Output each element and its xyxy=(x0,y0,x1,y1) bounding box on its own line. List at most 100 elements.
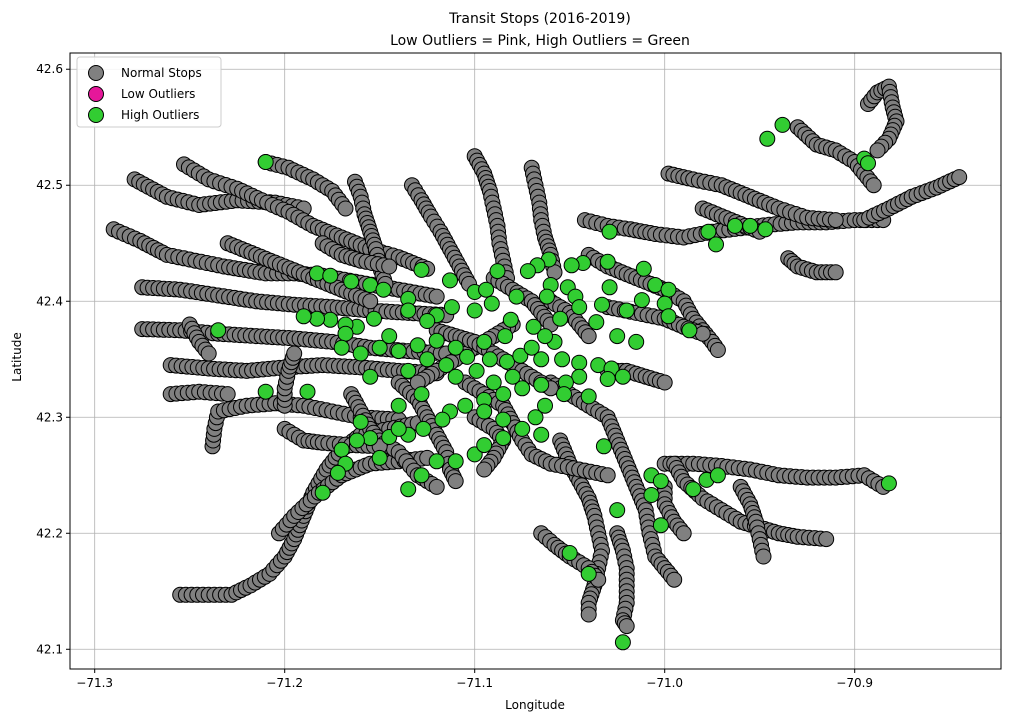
high-outlier-point xyxy=(371,449,388,466)
high-outlier-point xyxy=(400,362,417,379)
high-outlier-point xyxy=(628,333,645,350)
normal-stop-point xyxy=(599,467,616,484)
high-outlier-point xyxy=(434,411,451,428)
high-outlier-point xyxy=(443,299,460,316)
high-outlier-point xyxy=(497,328,514,345)
normal-stop-point xyxy=(827,212,844,229)
high-outlier-point xyxy=(552,310,569,327)
high-outlier-point xyxy=(774,116,791,133)
legend-marker-normal xyxy=(88,65,104,81)
high-outlier-point xyxy=(512,347,529,364)
high-outlier-point xyxy=(362,277,379,293)
x-axis-label: Longitude xyxy=(505,698,565,712)
high-outlier-point xyxy=(681,322,698,339)
high-outlier-point xyxy=(652,517,669,534)
high-outlier-point xyxy=(329,464,346,481)
high-outlier-point xyxy=(489,263,506,280)
high-outlier-point xyxy=(495,430,512,447)
high-outlier-point xyxy=(419,313,436,329)
high-outlier-point xyxy=(413,467,430,484)
high-outlier-point xyxy=(348,432,365,449)
high-outlier-point xyxy=(362,430,379,447)
high-outlier-point xyxy=(571,299,588,316)
high-outlier-point xyxy=(483,295,500,312)
normal-stop-point xyxy=(447,473,464,490)
high-outlier-point xyxy=(700,223,717,240)
high-outlier-point xyxy=(381,328,398,345)
high-outlier-point xyxy=(485,374,502,391)
high-outlier-point xyxy=(556,386,572,403)
high-outlier-point xyxy=(257,154,274,170)
x-tick-label: −71.3 xyxy=(76,676,113,690)
high-outlier-point xyxy=(614,368,631,385)
high-outlier-point xyxy=(442,272,458,289)
high-outlier-point xyxy=(210,322,227,339)
normal-stop-point xyxy=(869,142,886,159)
high-outlier-point xyxy=(571,354,588,371)
high-outlier-point xyxy=(447,368,464,385)
high-outlier-point xyxy=(561,545,578,561)
high-outlier-point xyxy=(419,351,436,368)
high-outlier-point xyxy=(466,302,483,319)
high-outlier-point xyxy=(580,388,597,405)
high-outlier-point xyxy=(333,441,350,458)
high-outlier-point xyxy=(322,311,339,328)
normal-stop-point xyxy=(580,328,597,345)
high-outlier-point xyxy=(413,386,430,403)
high-outlier-point xyxy=(709,467,726,484)
legend-label-high: High Outliers xyxy=(121,108,199,122)
high-outlier-point xyxy=(588,314,605,331)
high-outlier-point xyxy=(299,383,316,400)
high-outlier-point xyxy=(309,310,325,327)
high-outlier-point xyxy=(428,453,445,470)
high-outlier-point xyxy=(468,362,485,379)
high-outlier-point xyxy=(459,348,476,365)
high-outlier-point xyxy=(759,130,776,147)
high-outlier-point xyxy=(514,420,531,437)
high-outlier-point xyxy=(333,339,350,356)
high-outlier-point xyxy=(652,473,669,490)
high-outlier-point xyxy=(375,281,392,298)
high-outlier-point xyxy=(554,351,571,368)
high-outlier-point xyxy=(390,420,407,437)
high-outlier-point xyxy=(514,380,531,397)
normal-stop-point xyxy=(428,288,445,305)
high-outlier-point xyxy=(633,292,650,309)
high-outlier-point xyxy=(400,302,417,319)
high-outlier-point xyxy=(618,302,635,319)
normal-stop-point xyxy=(428,478,445,495)
high-outlier-point xyxy=(599,253,616,270)
normal-stop-point xyxy=(709,342,726,358)
plot-frame xyxy=(69,52,1002,670)
normal-stop-point xyxy=(219,386,236,403)
high-outlier-point xyxy=(409,337,426,354)
x-tick-label: −71.2 xyxy=(266,676,303,690)
axis-ticks: −71.3 −71.2 −71.1 −71.0 −70.9 42.1 42.2 42.3 42.… xyxy=(36,62,873,690)
y-tick-label: 42.1 xyxy=(36,642,63,656)
high-outlier-point xyxy=(438,357,455,374)
high-outlier-point xyxy=(533,351,550,368)
high-outlier-point xyxy=(533,376,550,393)
high-outlier-point xyxy=(390,397,407,414)
y-tick-label: 42.2 xyxy=(36,526,63,540)
high-outlier-point xyxy=(371,339,388,356)
high-outlier-point xyxy=(428,332,445,349)
high-outlier-point xyxy=(609,502,626,519)
high-outlier-point xyxy=(523,339,540,356)
high-outlier-point xyxy=(537,397,553,414)
chart-title: Transit Stops (2016-2019) xyxy=(448,11,631,27)
high-outlier-point xyxy=(660,281,677,298)
normal-stop-point xyxy=(818,531,835,548)
high-outlier-point xyxy=(476,437,493,454)
high-outlier-point xyxy=(519,263,536,280)
high-outlier-point xyxy=(647,277,664,293)
high-outlier-point xyxy=(527,409,544,426)
legend: Normal Stops Low Outliers High Outliers xyxy=(76,56,222,128)
high-outlier-point xyxy=(295,308,312,325)
high-outlier-point xyxy=(447,339,464,356)
normal-stop-point xyxy=(675,525,692,542)
high-outlier-point xyxy=(502,311,519,328)
high-outlier-point xyxy=(563,257,580,274)
high-outlier-point xyxy=(352,413,369,430)
